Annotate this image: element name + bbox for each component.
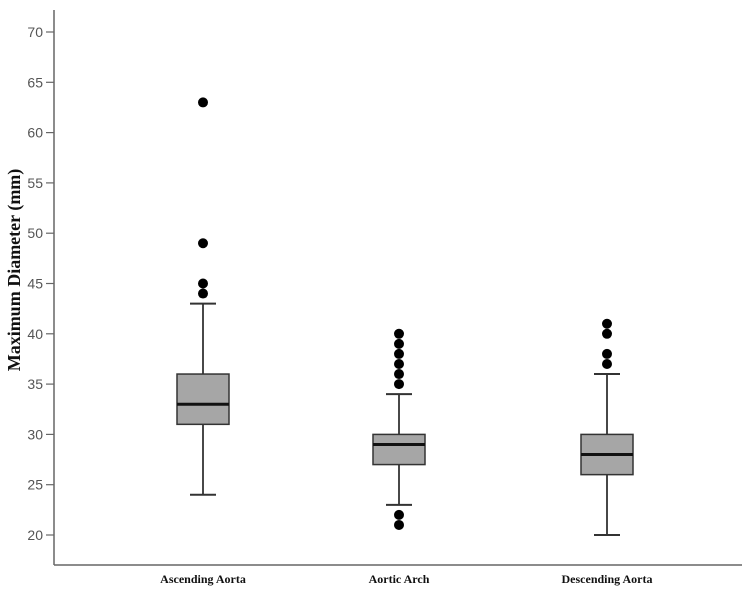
box-group: [372, 328, 426, 530]
x-tick-label: Descending Aorta: [562, 572, 653, 586]
y-tick-label: 25: [27, 477, 43, 493]
iqr-box: [176, 373, 230, 426]
y-tick-label: 40: [27, 326, 43, 342]
axes: [53, 10, 742, 566]
y-tick-label: 60: [27, 125, 43, 141]
x-tick-label: Aortic Arch: [369, 572, 430, 586]
outlier-point: [198, 278, 208, 289]
box-group: [176, 97, 230, 496]
outlier-point: [394, 348, 404, 359]
outlier-point: [602, 358, 612, 369]
outlier-point: [198, 97, 208, 108]
y-tick-label: 50: [27, 225, 43, 241]
x-tick-labels: Ascending Aorta Aortic Arch Descending Aor…: [160, 572, 652, 586]
outlier-point: [198, 288, 208, 299]
outlier-point: [394, 519, 404, 530]
outlier-point: [394, 379, 404, 390]
outlier-point: [602, 348, 612, 359]
y-tick-label: 35: [27, 376, 43, 392]
y-tick-label: 20: [27, 527, 43, 543]
outlier-point: [602, 328, 612, 339]
boxes: [176, 97, 634, 536]
y-ticks: 20 25 30 35 40 45 50 55 60 65 70: [27, 24, 54, 543]
x-tick-label: Ascending Aorta: [160, 572, 246, 586]
outlier-point: [198, 238, 208, 249]
outlier-point: [602, 318, 612, 329]
y-tick-label: 55: [27, 175, 43, 191]
y-tick-label: 30: [27, 426, 43, 442]
outlier-point: [394, 338, 404, 349]
y-axis-title: Maximum Diameter (mm): [4, 169, 25, 372]
outlier-point: [394, 509, 404, 520]
outlier-point: [394, 369, 404, 380]
y-tick-label: 70: [27, 24, 43, 40]
box-group: [580, 318, 634, 536]
y-tick-label: 65: [27, 74, 43, 90]
y-tick-label: 45: [27, 276, 43, 292]
iqr-box: [372, 433, 426, 466]
outlier-point: [394, 328, 404, 339]
outlier-point: [394, 358, 404, 369]
